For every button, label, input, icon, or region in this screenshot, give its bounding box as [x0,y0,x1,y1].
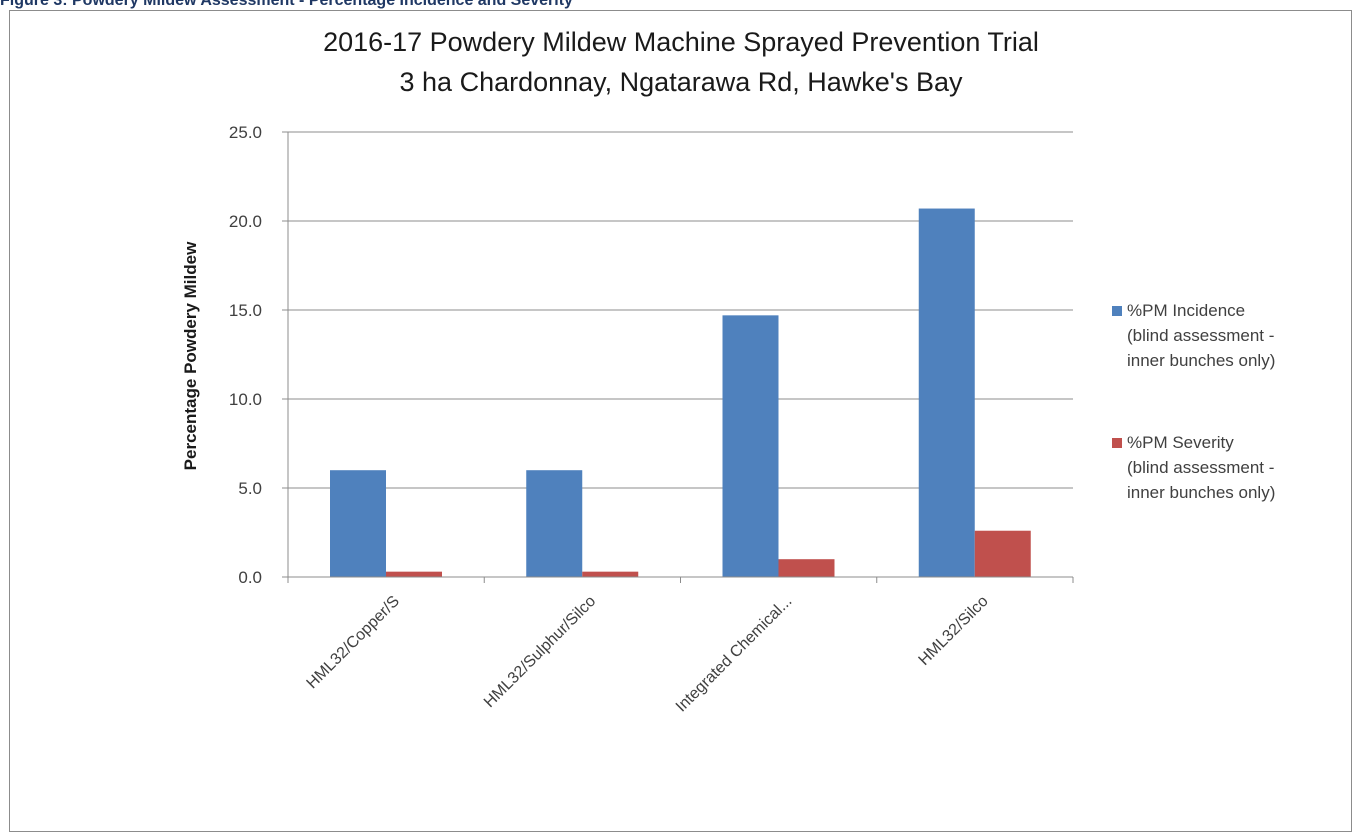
legend: %PM Incidence (blind assessment - inner bu… [1112,301,1275,502]
legend-label-line: %PM Incidence [1127,301,1245,320]
y-axis-title: Percentage Powdery Mildew [181,241,200,470]
legend-label-line: %PM Severity [1127,433,1234,452]
x-category-label: HML32/Copper/S [304,593,403,692]
tick-labels: 0.0 5.0 10.0 15.0 20.0 25.0 [229,123,262,587]
bar-incidence-2 [526,470,583,577]
legend-swatch-incidence [1112,306,1122,316]
chart-title-line-2: 3 ha Chardonnay, Ngatarawa Rd, Hawke's B… [400,67,963,97]
bar-severity-3 [778,559,835,577]
chart-title-line-1: 2016-17 Powdery Mildew Machine Sprayed P… [323,27,1039,57]
x-category-label: HML32/Silco [916,593,992,669]
legend-label-line: (blind assessment - [1127,326,1274,345]
bar-severity-2 [582,571,639,577]
legend-swatch-severity [1112,438,1122,448]
legend-label-severity: %PM Severity (blind assessment - inner bun… [1127,433,1275,502]
x-category-label: Integrated Chemical... [673,593,796,716]
y-tick-label: 25.0 [229,123,262,142]
y-tick-label: 20.0 [229,212,262,231]
legend-label-line: inner bunches only) [1127,483,1275,502]
y-tick-label: 5.0 [238,479,262,498]
bar-incidence-1 [330,470,386,577]
x-category-label: HML32/Sulphur/Silco [481,593,599,711]
figure-caption: Figure 3: Powdery Mildew Assessment - Pe… [0,0,573,9]
legend-label-line: (blind assessment - [1127,458,1274,477]
legend-label-incidence: %PM Incidence (blind assessment - inner bu… [1127,301,1275,370]
bar-severity-4 [974,530,1031,577]
chart-frame [9,10,1352,832]
y-tick-label: 0.0 [238,568,262,587]
bar-incidence-4 [918,208,975,578]
y-tick-label: 10.0 [229,390,262,409]
bar-severity-1 [386,571,442,577]
bars [330,208,1031,578]
legend-label-line: inner bunches only) [1127,351,1275,370]
bar-incidence-3 [722,315,779,577]
y-tick-label: 15.0 [229,301,262,320]
